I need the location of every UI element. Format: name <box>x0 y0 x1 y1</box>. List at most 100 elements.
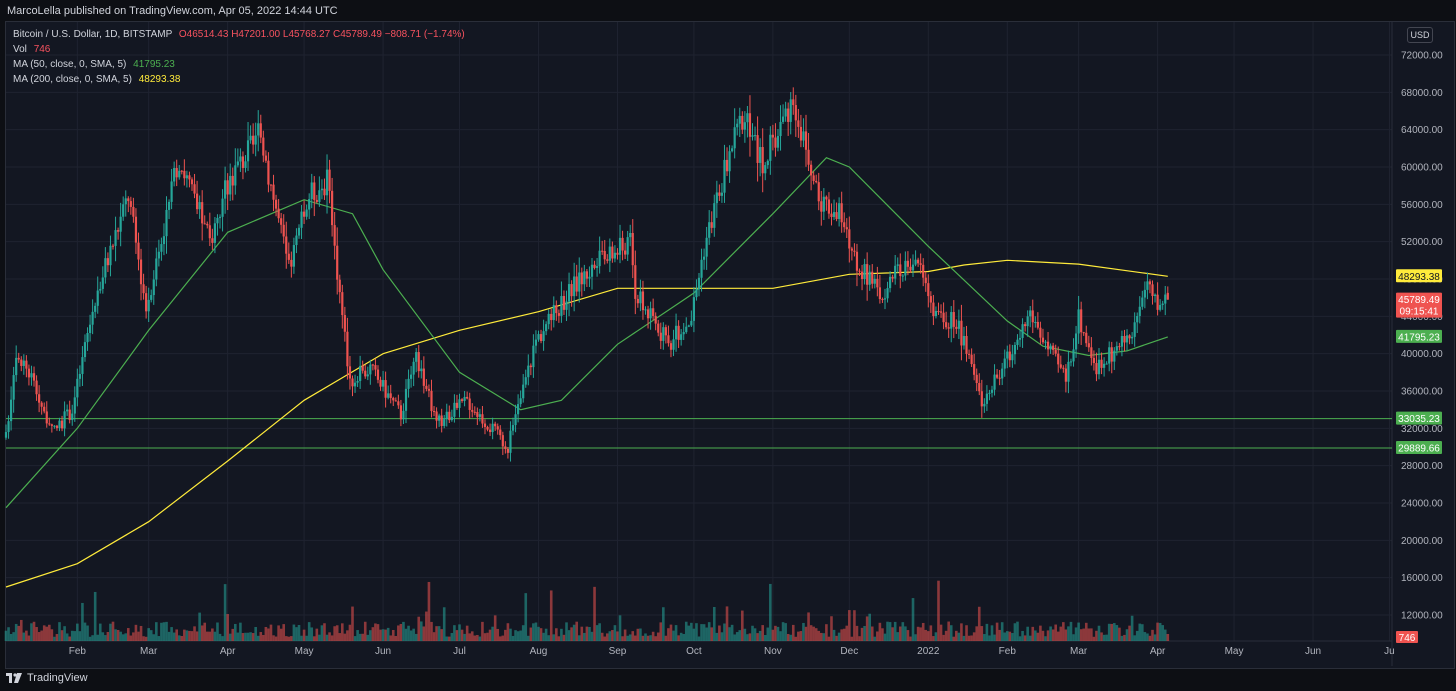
candle-body <box>1100 359 1103 368</box>
candle <box>888 271 892 293</box>
candle-body <box>114 230 117 246</box>
candle-body <box>853 250 856 252</box>
volume-bar <box>149 630 153 641</box>
candle-body <box>190 179 194 185</box>
candle <box>142 273 145 300</box>
candle <box>208 212 211 247</box>
volume-bar <box>1097 625 1101 641</box>
candle <box>104 247 107 284</box>
volume-bar <box>195 631 199 641</box>
candle <box>669 340 673 358</box>
volume-bar <box>1028 635 1032 641</box>
candle-body <box>501 435 504 447</box>
volume-bar <box>1135 630 1139 641</box>
candle <box>1054 344 1057 357</box>
candle-body <box>185 175 188 179</box>
volume-label[interactable]: Vol <box>13 44 27 55</box>
candle <box>407 369 410 398</box>
candle-body <box>117 230 120 232</box>
candle <box>506 446 510 459</box>
candle-body <box>1069 361 1073 363</box>
candle <box>631 219 634 279</box>
candle <box>962 326 966 350</box>
candle <box>1100 352 1103 375</box>
candle <box>282 214 285 244</box>
candle-body <box>55 425 59 429</box>
candle <box>934 306 938 319</box>
candle <box>99 281 102 294</box>
candle <box>269 184 273 192</box>
candle-body <box>641 291 645 311</box>
candle <box>25 355 28 378</box>
candle-body <box>359 365 362 381</box>
candle <box>440 408 443 433</box>
volume-bar <box>126 628 130 641</box>
candle-body <box>351 378 354 387</box>
ma50-label[interactable]: MA (50, close, 0, SMA, 5) <box>13 59 127 70</box>
volume-bar <box>769 583 772 641</box>
volume-bar <box>264 626 268 641</box>
candle-body <box>741 115 744 130</box>
volume-bar <box>177 635 181 641</box>
volume-bar <box>1156 622 1159 641</box>
candle-body <box>25 360 28 369</box>
currency-button[interactable]: USD <box>1407 27 1433 43</box>
volume-bar <box>669 624 673 641</box>
candle-body <box>812 175 815 181</box>
candle <box>157 239 160 267</box>
candle <box>761 128 764 193</box>
candle-body <box>848 229 851 249</box>
candle <box>119 202 122 247</box>
candle-body <box>152 279 155 296</box>
candle-body <box>346 331 349 367</box>
chart-pane[interactable] <box>5 21 1455 669</box>
time-axis-label: Ju <box>1384 646 1395 657</box>
candle <box>917 257 920 267</box>
ma200-label[interactable]: MA (200, close, 0, SMA, 5) <box>13 74 132 85</box>
candle <box>853 243 856 257</box>
candle <box>534 330 538 354</box>
candle-body <box>810 164 813 176</box>
candle-body <box>147 299 150 312</box>
candle-body <box>728 151 731 172</box>
candle-body <box>99 288 102 291</box>
volume-bar <box>965 625 968 641</box>
candle <box>193 173 196 199</box>
candle <box>899 253 902 289</box>
candle <box>1039 321 1042 345</box>
volume-bar <box>932 636 935 641</box>
candle <box>835 202 838 222</box>
tradingview-logo-icon <box>6 673 22 683</box>
volume-bar <box>338 633 342 641</box>
symbol-name[interactable]: Bitcoin / U.S. Dollar, 1D, BITSTAMP <box>13 29 173 40</box>
volume-bar <box>1023 635 1027 641</box>
volume-bar <box>819 632 823 641</box>
candle-body <box>830 213 833 217</box>
candle <box>12 366 15 413</box>
candle <box>1105 361 1108 365</box>
candle-body <box>998 377 1001 379</box>
candle-body <box>239 156 242 162</box>
candle <box>975 368 978 392</box>
candle-body <box>1120 335 1124 347</box>
price-axis-label: 32000.00 <box>1401 424 1443 435</box>
candle <box>463 390 466 407</box>
candle <box>1131 332 1134 345</box>
price-axis-label: 64000.00 <box>1401 125 1443 136</box>
volume-bar <box>335 625 339 641</box>
candle <box>1052 342 1055 355</box>
volume-bar <box>65 633 69 641</box>
candle-body <box>127 198 130 202</box>
volume-bar <box>498 636 502 641</box>
volume-bar <box>493 615 497 641</box>
candle-body <box>4 432 8 438</box>
candle-body <box>955 326 958 329</box>
candle-body <box>224 180 227 199</box>
volume-bar <box>501 635 505 641</box>
candle <box>748 95 752 157</box>
candle <box>1016 334 1019 350</box>
candle-body <box>468 398 471 410</box>
volume-bar <box>555 628 558 641</box>
